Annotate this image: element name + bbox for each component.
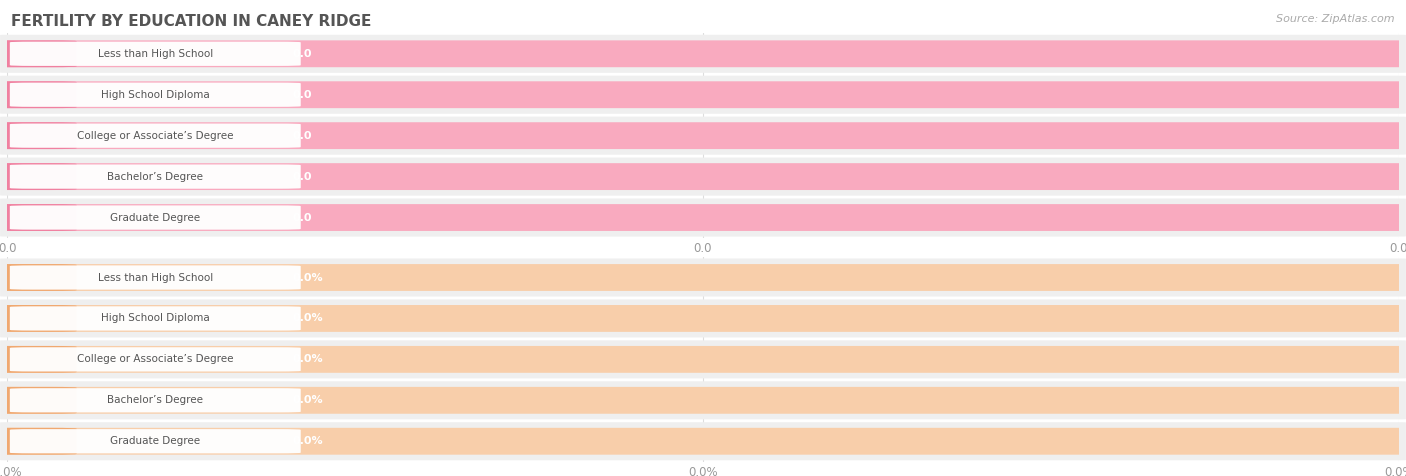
FancyBboxPatch shape [0,346,1406,373]
FancyBboxPatch shape [0,428,77,455]
Text: 0.0%: 0.0% [292,395,323,406]
FancyBboxPatch shape [0,422,1406,460]
FancyBboxPatch shape [10,83,301,107]
FancyBboxPatch shape [0,340,1406,378]
Text: Less than High School: Less than High School [97,272,212,283]
Text: 0.0: 0.0 [292,212,312,223]
Text: College or Associate’s Degree: College or Associate’s Degree [77,130,233,141]
Text: Less than High School: Less than High School [97,49,212,59]
Text: 0.0%: 0.0% [292,313,323,324]
FancyBboxPatch shape [10,124,301,148]
FancyBboxPatch shape [10,347,301,371]
FancyBboxPatch shape [0,204,77,231]
FancyBboxPatch shape [10,266,301,289]
Text: High School Diploma: High School Diploma [101,313,209,324]
FancyBboxPatch shape [0,40,77,67]
FancyBboxPatch shape [0,122,1406,149]
Text: Graduate Degree: Graduate Degree [110,212,200,223]
FancyBboxPatch shape [0,76,1406,114]
FancyBboxPatch shape [0,117,1406,155]
FancyBboxPatch shape [0,40,1406,67]
Text: Bachelor’s Degree: Bachelor’s Degree [107,171,204,182]
FancyBboxPatch shape [0,299,1406,337]
Text: Source: ZipAtlas.com: Source: ZipAtlas.com [1277,14,1395,24]
FancyBboxPatch shape [0,81,1406,108]
Text: College or Associate’s Degree: College or Associate’s Degree [77,354,233,365]
FancyBboxPatch shape [0,204,1406,231]
FancyBboxPatch shape [10,429,301,453]
FancyBboxPatch shape [10,42,301,66]
FancyBboxPatch shape [10,388,301,412]
FancyBboxPatch shape [0,428,1406,455]
Text: Graduate Degree: Graduate Degree [110,436,200,446]
Text: 0.0: 0.0 [292,89,312,100]
Text: FERTILITY BY EDUCATION IN CANEY RIDGE: FERTILITY BY EDUCATION IN CANEY RIDGE [11,14,371,30]
Text: 0.0: 0.0 [292,49,312,59]
FancyBboxPatch shape [0,305,77,332]
FancyBboxPatch shape [0,198,1406,237]
FancyBboxPatch shape [10,206,301,229]
FancyBboxPatch shape [0,305,1406,332]
FancyBboxPatch shape [0,346,77,373]
FancyBboxPatch shape [0,381,1406,419]
FancyBboxPatch shape [0,81,77,108]
FancyBboxPatch shape [0,264,77,291]
FancyBboxPatch shape [0,163,1406,190]
Text: 0.0%: 0.0% [292,354,323,365]
Text: 0.0%: 0.0% [292,272,323,283]
Text: 0.0: 0.0 [292,171,312,182]
FancyBboxPatch shape [0,258,1406,297]
FancyBboxPatch shape [0,387,1406,414]
FancyBboxPatch shape [0,122,77,149]
Text: High School Diploma: High School Diploma [101,89,209,100]
Text: 0.0%: 0.0% [292,436,323,446]
FancyBboxPatch shape [0,163,77,190]
FancyBboxPatch shape [10,307,301,330]
Text: Bachelor’s Degree: Bachelor’s Degree [107,395,204,406]
FancyBboxPatch shape [0,387,77,414]
FancyBboxPatch shape [0,158,1406,196]
Text: 0.0: 0.0 [292,130,312,141]
FancyBboxPatch shape [10,165,301,188]
FancyBboxPatch shape [0,35,1406,73]
FancyBboxPatch shape [0,264,1406,291]
